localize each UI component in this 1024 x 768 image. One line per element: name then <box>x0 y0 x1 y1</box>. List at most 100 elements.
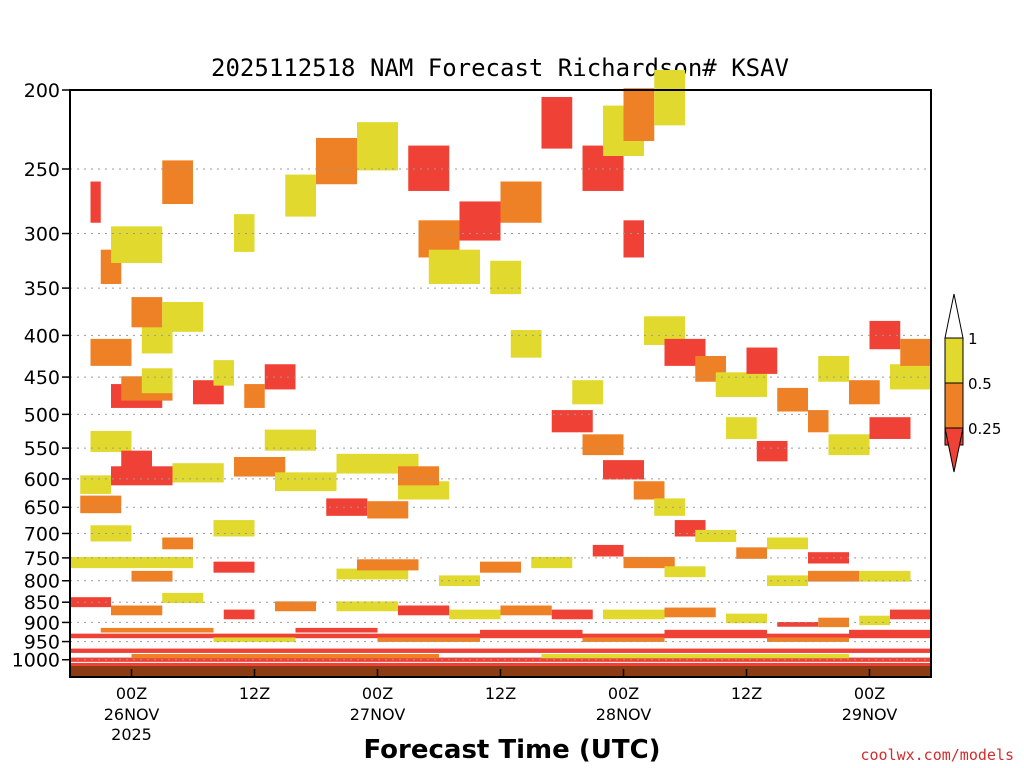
chart-title: 2025112518 NAM Forecast Richardson# KSAV <box>211 54 789 82</box>
y-tick-label: 950 <box>24 632 60 654</box>
ri-cell <box>213 561 255 573</box>
ri-cell <box>377 637 480 642</box>
ri-cell <box>223 609 255 620</box>
ri-cell <box>100 627 214 633</box>
ri-cell <box>746 347 778 374</box>
ri-cell <box>90 525 132 542</box>
x-tick-year: 2025 <box>111 725 152 744</box>
ri-cell <box>531 556 573 569</box>
ri-cell <box>90 338 132 366</box>
x-tick-date: 26NOV <box>104 705 160 724</box>
legend-swatch <box>944 382 964 429</box>
ri-cell <box>141 368 173 394</box>
legend-label: 0.5 <box>968 375 992 393</box>
ri-cell <box>828 434 870 456</box>
y-tick-label: 1000 <box>12 650 60 672</box>
ri-cell <box>582 637 665 642</box>
ri-cell <box>541 97 573 149</box>
legend-top-arrow <box>944 293 964 339</box>
ri-cell <box>777 387 808 412</box>
ri-cell <box>551 410 593 433</box>
ri-cell <box>767 575 808 587</box>
ri-cell <box>664 607 716 618</box>
ri-cell <box>449 609 501 620</box>
ri-cell <box>234 214 255 252</box>
ri-cell <box>592 544 624 557</box>
ri-cell <box>131 654 439 659</box>
ri-cell <box>336 601 398 612</box>
ri-cell <box>275 472 337 492</box>
ri-cell <box>736 547 767 559</box>
ri-cell <box>500 605 552 616</box>
ri-cell <box>480 629 583 635</box>
ri-cell <box>623 556 675 569</box>
x-tick-label: 00Z <box>608 684 639 703</box>
ri-cell <box>264 429 316 451</box>
ri-cell <box>623 88 655 142</box>
ri-cell <box>654 69 685 126</box>
ri-cell <box>398 466 439 486</box>
x-tick-date: 28NOV <box>596 705 652 724</box>
x-axis-label: Forecast Time (UTC) <box>363 735 660 765</box>
y-tick-label: 800 <box>24 571 60 593</box>
ri-cell <box>808 410 829 433</box>
ri-cell <box>767 637 849 642</box>
cell-layer <box>70 69 931 677</box>
legend-label: 1 <box>968 330 978 348</box>
y-tick-label: 650 <box>24 497 60 519</box>
ri-cell <box>603 460 644 480</box>
ri-cell <box>162 537 193 550</box>
grid-lines <box>70 168 931 661</box>
ri-cell <box>490 260 521 295</box>
ri-cell <box>295 627 378 633</box>
x-tick-date: 29NOV <box>842 705 898 724</box>
y-tick-label: 350 <box>24 278 60 300</box>
ri-cell <box>70 633 931 639</box>
ri-cell <box>500 181 542 223</box>
x-tick-label: 00Z <box>854 684 885 703</box>
ri-cell <box>70 657 931 662</box>
ri-cell <box>70 648 931 653</box>
ri-cell <box>726 613 767 624</box>
legend-swatch <box>944 337 964 384</box>
ri-cell <box>111 226 163 263</box>
x-tick-label: 12Z <box>239 684 270 703</box>
ri-cell <box>439 575 480 587</box>
x-tick-label: 00Z <box>116 684 147 703</box>
ri-cell <box>459 201 501 241</box>
ri-cell <box>808 552 849 564</box>
y-tick-label: 550 <box>24 438 60 460</box>
y-tick-label: 900 <box>24 612 60 634</box>
ri-cell <box>80 475 111 494</box>
ri-cell <box>664 566 706 578</box>
ri-cell <box>849 629 931 635</box>
ri-cell <box>869 320 901 350</box>
y-tick-label: 200 <box>24 80 60 102</box>
ri-cell <box>90 181 101 223</box>
ri-cell <box>121 450 152 471</box>
ri-cell <box>70 662 931 668</box>
ri-cell <box>603 609 665 620</box>
y-tick-label: 500 <box>24 404 60 426</box>
ri-cell <box>510 330 542 358</box>
ri-cell <box>398 605 450 616</box>
ri-cell <box>715 372 767 397</box>
ri-cell <box>726 417 757 439</box>
ri-cell <box>131 297 163 328</box>
ri-cell <box>162 160 193 205</box>
y-tick-label: 450 <box>24 367 60 389</box>
ri-cell <box>172 463 224 483</box>
y-tick-label: 700 <box>24 523 60 545</box>
ri-cell <box>859 615 890 626</box>
ri-cell <box>131 570 173 582</box>
ri-cell <box>398 481 450 500</box>
y-axis: 200 250 300 350 400 450 500 550 600 650 700 7508008… <box>12 80 70 672</box>
ri-cell <box>213 637 296 642</box>
ri-cell <box>90 430 132 452</box>
ri-cell <box>111 605 163 616</box>
ri-cell <box>285 174 316 217</box>
ri-cell <box>162 592 204 604</box>
ri-cell <box>80 495 122 514</box>
legend-bottom-arrow <box>944 427 964 473</box>
